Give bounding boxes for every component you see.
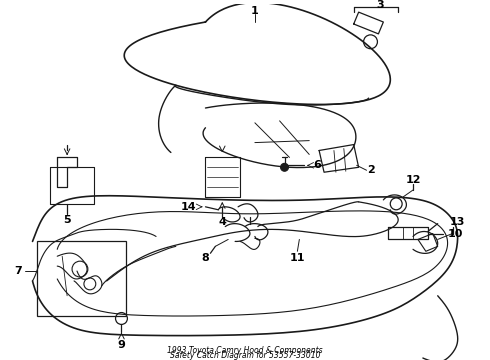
Text: 11: 11 — [290, 253, 305, 263]
Text: 7: 7 — [14, 266, 22, 276]
Text: 3: 3 — [377, 0, 384, 10]
Text: 8: 8 — [201, 253, 209, 263]
Text: 4: 4 — [219, 217, 226, 227]
Text: 6: 6 — [313, 160, 321, 170]
Circle shape — [281, 163, 289, 171]
Text: 12: 12 — [405, 175, 421, 185]
Text: 5: 5 — [63, 215, 71, 225]
Text: 9: 9 — [118, 340, 125, 350]
Text: 1: 1 — [251, 6, 259, 16]
Text: Safety Catch Diagram for 53557-33010: Safety Catch Diagram for 53557-33010 — [170, 351, 320, 360]
Text: 2: 2 — [368, 165, 375, 175]
Text: 13: 13 — [450, 217, 465, 227]
Text: 10: 10 — [448, 229, 463, 239]
Bar — [37, 242, 126, 315]
Text: 1993 Toyota Camry Hood & Components: 1993 Toyota Camry Hood & Components — [167, 346, 323, 355]
Text: 14: 14 — [181, 202, 196, 212]
